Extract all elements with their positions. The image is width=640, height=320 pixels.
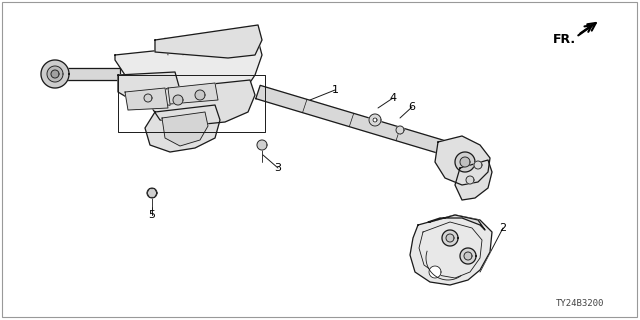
Polygon shape <box>47 66 63 82</box>
Polygon shape <box>396 126 404 134</box>
Polygon shape <box>55 68 120 80</box>
Polygon shape <box>428 215 485 230</box>
Text: 1: 1 <box>332 85 339 95</box>
Polygon shape <box>195 90 205 100</box>
Polygon shape <box>464 252 472 260</box>
Polygon shape <box>150 80 255 125</box>
Text: 5: 5 <box>148 210 156 220</box>
Text: 2: 2 <box>499 223 507 233</box>
Polygon shape <box>429 266 441 278</box>
Polygon shape <box>373 118 377 122</box>
Polygon shape <box>145 105 220 152</box>
Text: 6: 6 <box>408 102 415 112</box>
Text: 3: 3 <box>275 163 282 173</box>
Polygon shape <box>369 114 381 126</box>
Polygon shape <box>147 188 157 198</box>
Polygon shape <box>460 248 476 264</box>
Polygon shape <box>257 140 267 150</box>
Polygon shape <box>256 85 447 155</box>
Text: 4: 4 <box>389 93 397 103</box>
Polygon shape <box>466 176 474 184</box>
Polygon shape <box>435 136 490 185</box>
Polygon shape <box>173 95 183 105</box>
Text: FR.: FR. <box>553 33 576 45</box>
Polygon shape <box>168 83 218 104</box>
Text: TY24B3200: TY24B3200 <box>556 299 604 308</box>
Polygon shape <box>125 88 168 110</box>
Polygon shape <box>155 25 262 58</box>
Polygon shape <box>442 230 458 246</box>
Polygon shape <box>460 157 470 167</box>
Polygon shape <box>162 112 208 146</box>
Polygon shape <box>41 60 69 88</box>
Polygon shape <box>410 215 492 285</box>
Polygon shape <box>446 234 454 242</box>
Polygon shape <box>474 161 482 169</box>
Polygon shape <box>144 94 152 102</box>
Polygon shape <box>455 160 492 200</box>
Polygon shape <box>51 70 59 78</box>
Polygon shape <box>115 40 262 100</box>
Polygon shape <box>455 152 475 172</box>
Polygon shape <box>118 72 180 108</box>
